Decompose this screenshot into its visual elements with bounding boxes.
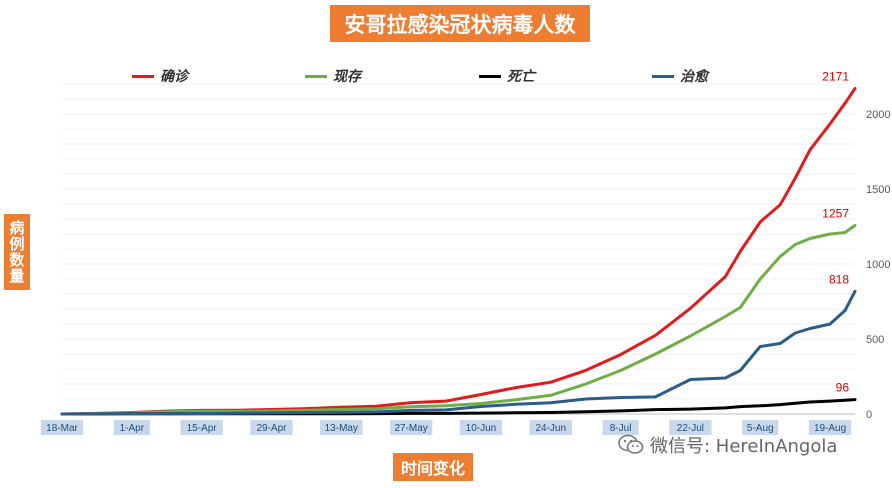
data-label-2: 96 bbox=[836, 381, 850, 395]
legend-item-active: 现存 bbox=[305, 66, 361, 86]
y-tick-label: 1000 bbox=[866, 259, 890, 271]
x-tick-label-bg bbox=[459, 420, 503, 435]
x-tick-label: 15-Apr bbox=[187, 423, 218, 434]
x-tick-label: 18-Mar bbox=[46, 423, 78, 434]
x-tick-label: 8-Jul bbox=[610, 423, 632, 434]
x-axis-label: 时间变化 bbox=[393, 453, 473, 481]
x-tick-label: 10-Jun bbox=[466, 423, 497, 434]
y-tick-label: 500 bbox=[866, 334, 884, 346]
series-line-3 bbox=[60, 289, 857, 416]
data-label-3: 818 bbox=[829, 272, 849, 286]
x-tick-label-bg bbox=[320, 420, 363, 435]
legend-item-confirmed: 确诊 bbox=[132, 66, 188, 86]
x-tick-label-bg bbox=[529, 420, 572, 435]
y-tick-label: 1500 bbox=[866, 184, 890, 196]
x-tick-label: 5-Aug bbox=[747, 423, 774, 434]
x-tick-label-bg bbox=[742, 420, 779, 435]
x-tick-label: 1-Apr bbox=[120, 423, 145, 434]
x-tick-label-bg bbox=[113, 420, 150, 435]
x-tick-label: 22-Jul bbox=[677, 423, 704, 434]
legend-label-confirmed: 确诊 bbox=[160, 69, 188, 85]
data-label-0: 2171 bbox=[822, 69, 849, 83]
wechat-icon bbox=[618, 434, 644, 456]
watermark: 微信号: HereInAngola bbox=[618, 432, 837, 458]
legend-label-active: 现存 bbox=[333, 69, 361, 85]
x-tick-label-bg bbox=[250, 420, 293, 435]
x-tick-label-bg bbox=[602, 420, 639, 435]
legend: 确诊 现存 死亡 治愈 bbox=[0, 66, 892, 92]
legend-swatch-recovered bbox=[652, 74, 674, 78]
x-tick-label-bg bbox=[389, 420, 433, 435]
y-tick-label: 2000 bbox=[866, 109, 890, 121]
x-tick-label: 29-Apr bbox=[256, 423, 287, 434]
series-line-1 bbox=[60, 223, 857, 416]
x-tick-label-bg bbox=[808, 420, 852, 435]
legend-label-deaths: 死亡 bbox=[507, 69, 535, 85]
legend-item-deaths: 死亡 bbox=[479, 66, 535, 86]
x-tick-label: 19-Aug bbox=[814, 423, 846, 434]
x-tick-label-bg bbox=[669, 420, 712, 435]
x-tick-label-bg bbox=[40, 420, 84, 435]
legend-swatch-confirmed bbox=[132, 74, 154, 78]
x-tick-label: 24-Jun bbox=[535, 423, 566, 434]
x-tick-label: 13-May bbox=[325, 423, 358, 434]
legend-label-recovered: 治愈 bbox=[680, 69, 708, 85]
legend-swatch-deaths bbox=[479, 74, 501, 78]
series-line-0 bbox=[60, 86, 857, 416]
legend-item-recovered: 治愈 bbox=[652, 66, 708, 86]
x-tick-label-bg bbox=[180, 420, 223, 435]
y-axis-label: 病例数量 bbox=[4, 214, 30, 290]
watermark-text: 微信号: HereInAngola bbox=[650, 436, 838, 457]
x-tick-label: 27-May bbox=[394, 423, 427, 434]
chart-title: 安哥拉感染冠状病毒人数 bbox=[330, 5, 590, 42]
y-tick-label: 0 bbox=[866, 409, 872, 421]
legend-swatch-active bbox=[305, 74, 327, 78]
data-label-1: 1257 bbox=[822, 206, 849, 220]
